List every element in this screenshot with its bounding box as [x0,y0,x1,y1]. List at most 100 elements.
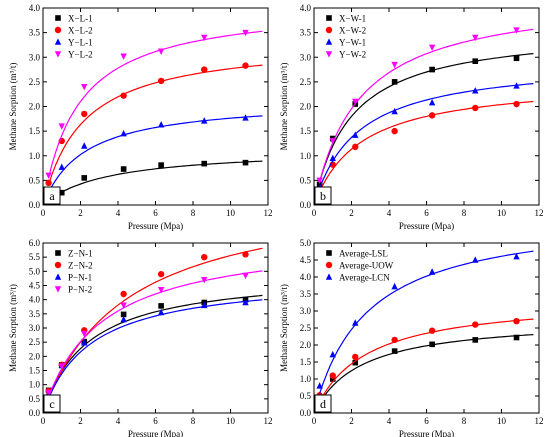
y-tick-label: 5.5 [29,252,41,262]
fit-curve-1 [48,294,263,398]
data-point [120,302,127,309]
data-point [352,319,359,326]
y-tick-label: 1.5 [29,126,41,136]
fit-curve-3 [48,299,263,399]
data-point [329,154,336,162]
y-tick-label: 0.0 [29,408,41,418]
data-point [201,160,208,167]
y-tick-label: 0.0 [300,200,312,210]
data-point [45,179,52,187]
legend-marker [54,26,62,34]
data-point [316,382,323,389]
y-axis-title: Methane Sorption (m³/t) [8,284,18,372]
data-point [472,104,479,112]
legend-marker [55,250,61,256]
legend-label: Y−L-1 [68,38,93,48]
legend-marker [326,250,332,256]
legend-label: X−W-1 [339,14,366,24]
x-tick-label: 2 [78,208,83,218]
x-tick-label: 10 [226,208,236,218]
y-tick-label: 2.0 [300,340,312,350]
data-point [472,337,479,343]
x-tick-label: 8 [462,208,467,218]
data-point [158,162,164,168]
fit-curve-2 [319,318,534,402]
data-point [201,117,208,124]
data-point [472,256,479,263]
data-point [157,77,165,85]
data-point [120,129,127,137]
data-point [352,143,359,151]
x-tick-label: 8 [191,416,196,426]
y-tick-label: 2.5 [300,77,312,87]
x-tick-label: 2 [349,208,354,218]
y-tick-label: 0.5 [300,175,312,185]
x-tick-label: 4 [387,416,392,426]
y-axis-title: Methane Sorption (m³/t) [279,284,289,372]
x-tick-label: 4 [387,208,392,218]
panel-label-frame [43,394,61,413]
legend-marker [326,15,332,21]
panel-label: a [49,189,55,203]
data-point [201,66,208,73]
data-point [158,303,164,309]
panel-label-frame [43,186,61,205]
data-point [81,175,88,181]
y-tick-label: 0.0 [29,200,41,210]
fit-curve-1 [319,334,534,404]
data-point [242,159,249,166]
y-tick-label: 2.5 [29,77,41,87]
y-tick-label: 2.5 [29,337,41,347]
y-tick-label: 1.0 [29,151,41,161]
fit-curve-1 [48,160,263,201]
x-axis-title: Pressure (Mpa) [399,429,454,437]
x-tick-label: 6 [153,416,158,426]
x-tick-label: 2 [349,416,354,426]
x-tick-label: 6 [153,208,158,218]
data-point [428,327,436,334]
data-point [352,353,359,361]
fit-curve-4 [48,30,263,178]
data-point [352,131,359,138]
data-point [352,98,359,106]
legend-marker [325,273,333,280]
x-tick-label: 10 [497,416,507,426]
data-point [472,58,479,64]
data-point [81,330,88,338]
y-tick-label: 1.5 [300,357,312,367]
data-point [429,66,435,73]
x-axis-title: Pressure (Mpa) [399,221,454,231]
legend-marker [54,38,62,45]
data-point [201,34,208,42]
data-point [242,114,249,121]
data-point [81,110,88,118]
data-point [242,62,249,69]
panel-label-frame [314,186,332,205]
data-point [513,334,520,341]
data-point [120,315,127,323]
legend-marker [54,286,62,293]
legend-marker [54,273,62,280]
data-point [429,341,435,348]
data-point [120,311,127,318]
panel-a: 0 2 4 6 8 10 12 0.0 0.5 1.0 1.5 2.0 2.5 3.0 3.5 4.0 Pres… [8,3,273,231]
y-tick-label: 5.0 [29,266,41,276]
fit-curve-1 [319,53,534,183]
data-point [428,112,436,119]
data-point [242,272,249,280]
data-point [391,79,398,85]
data-point [391,348,398,354]
data-point [428,268,436,275]
data-point [45,389,52,397]
x-tick-label: 6 [424,416,429,426]
legend-marker [54,51,62,58]
y-axis-title: Methane Sorption (m³/t) [279,63,289,151]
panel-label: b [320,189,326,203]
legend-marker [55,15,61,21]
y-tick-label: 6.0 [29,238,41,248]
x-tick-label: 10 [226,416,236,426]
legend-marker [325,38,333,45]
data-point [391,61,398,69]
data-point [513,27,520,34]
x-tick-label: 0 [41,208,46,218]
